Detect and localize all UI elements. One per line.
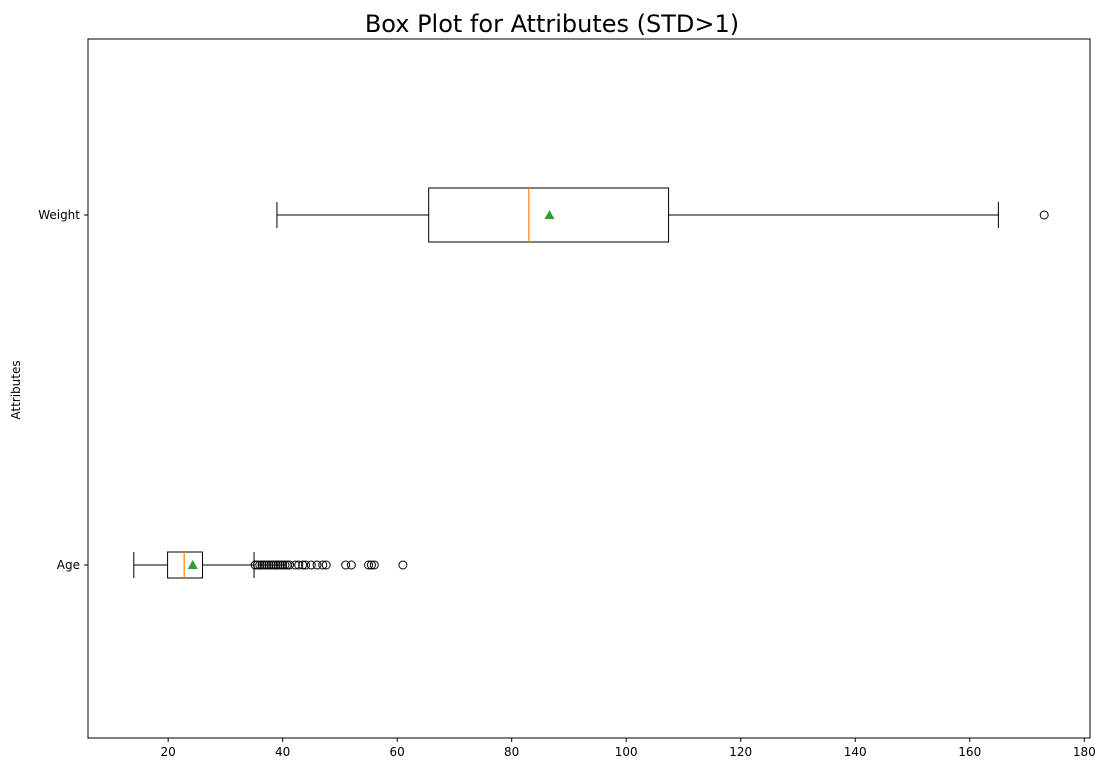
x-tick-label: 180 [1073,745,1096,759]
outlier-point [321,560,331,570]
x-tick-label: 100 [615,745,638,759]
outlier-point [250,560,260,570]
outlier-point [312,560,322,570]
plot-frame [87,38,1091,739]
outlier-point [266,560,276,570]
outlier-point [278,560,288,570]
outlier-point [306,560,316,570]
outlier-point [275,560,285,570]
iqr-box [428,187,670,243]
x-tick-label: 80 [504,745,519,759]
x-tick-label: 120 [729,745,752,759]
outlier-point [1039,210,1049,220]
outlier-point [301,560,311,570]
outlier-point [294,560,304,570]
x-tick-label: 140 [844,745,867,759]
outlier-point [341,560,351,570]
outlier-point [318,560,328,570]
outlier-point [262,560,272,570]
outlier-point [290,560,300,570]
outlier-point [257,560,267,570]
x-tick-label: 60 [390,745,405,759]
outlier-point [269,560,279,570]
outlier-point [346,560,356,570]
outlier-point [273,560,283,570]
plot-marks [133,187,1049,579]
outlier-point [271,560,281,570]
outlier-point [252,560,262,570]
x-tick-label: 160 [958,745,981,759]
outlier-point [280,560,290,570]
chart-title: Box Plot for Attributes (STD>1) [365,10,739,38]
outlier-point [364,560,374,570]
box-age [133,551,408,579]
outlier-point [285,560,295,570]
outlier-point [259,560,269,570]
x-tick-label: 40 [275,745,290,759]
y-axis-label: Attributes [9,360,23,419]
outlier-point [298,560,308,570]
outlier-point [369,560,379,570]
box-weight [276,187,1049,243]
mean-marker [544,210,555,219]
outlier-point [366,560,376,570]
outlier-point [255,560,265,570]
mean-marker [187,560,198,569]
iqr-box [167,551,204,579]
outlier-point [264,560,274,570]
x-tick-label: 20 [161,745,176,759]
y-axis-ticks: Age Weight [38,208,88,572]
y-tick-label: Age [57,558,80,572]
y-tick-label: Weight [38,208,80,222]
outlier-point [398,560,408,570]
x-axis-ticks: 20 40 60 80 100 120 140 160 180 [161,738,1096,759]
